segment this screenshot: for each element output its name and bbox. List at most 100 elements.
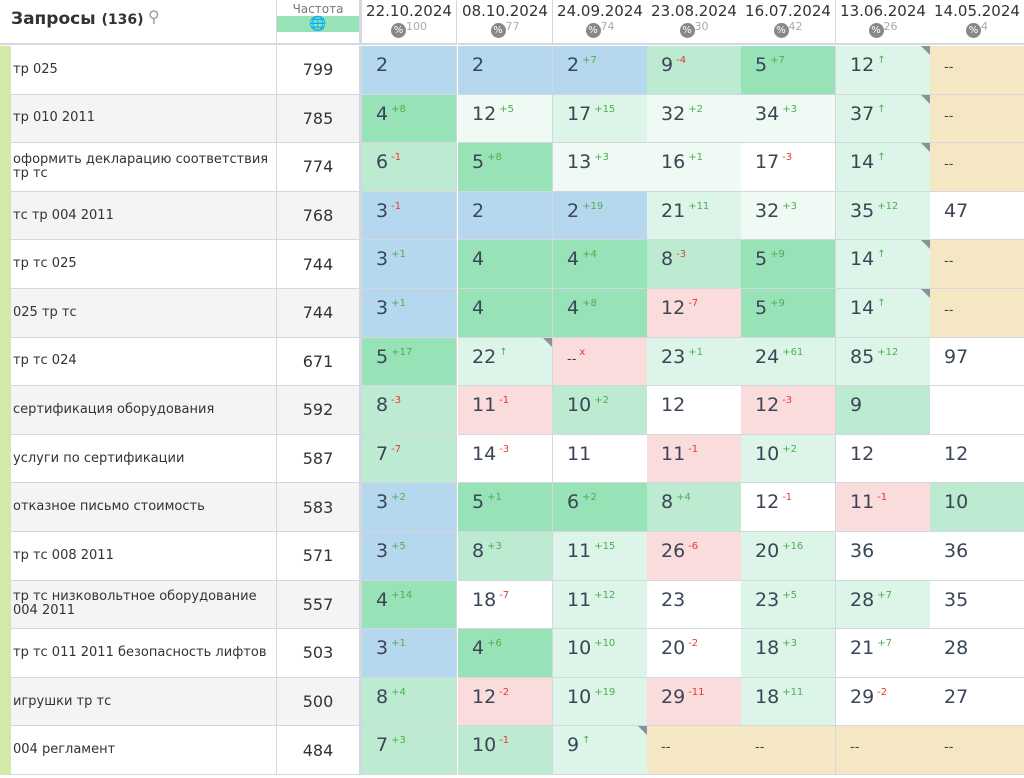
- position-cell[interactable]: 29 -2: [836, 677, 931, 727]
- position-cell[interactable]: --: [836, 726, 931, 775]
- position-cell[interactable]: 23 +5: [741, 580, 836, 630]
- position-cell[interactable]: 97: [930, 337, 1024, 387]
- query-text[interactable]: тр 010 2011: [11, 94, 277, 144]
- queries-header[interactable]: Запросы (136) ⚲: [0, 0, 277, 45]
- position-cell[interactable]: 9: [836, 386, 931, 435]
- position-cell[interactable]: 14 ↑: [836, 143, 931, 192]
- position-cell[interactable]: 10 +2: [553, 386, 648, 435]
- position-cell[interactable]: 35: [930, 580, 1024, 630]
- query-text[interactable]: 004 регламент: [11, 726, 277, 775]
- position-cell[interactable]: 5 +7: [741, 46, 836, 95]
- position-cell[interactable]: 85 +12: [836, 337, 931, 387]
- query-text[interactable]: услуги по сертификации: [11, 434, 277, 484]
- position-cell[interactable]: --: [741, 726, 836, 775]
- position-cell[interactable]: 11 +12: [553, 580, 648, 630]
- query-text[interactable]: сертификация оборудования: [11, 386, 277, 435]
- position-cell[interactable]: 5 +17: [362, 337, 457, 387]
- position-cell[interactable]: 26 -6: [647, 532, 742, 581]
- position-cell[interactable]: 34 +3: [741, 94, 836, 144]
- position-cell[interactable]: 2 +7: [553, 46, 648, 95]
- position-cell[interactable]: -- x: [553, 337, 648, 387]
- position-cell[interactable]: --: [930, 46, 1024, 95]
- position-cell[interactable]: 17 +15: [553, 94, 648, 144]
- position-cell[interactable]: 6 -1: [362, 143, 457, 192]
- position-cell[interactable]: 8 +3: [458, 532, 553, 581]
- position-cell[interactable]: 11: [553, 434, 648, 484]
- position-cell[interactable]: 12: [836, 434, 931, 484]
- position-cell[interactable]: --: [930, 726, 1024, 775]
- position-cell[interactable]: 5 +8: [458, 143, 553, 192]
- position-cell[interactable]: 7 +3: [362, 726, 457, 775]
- query-text[interactable]: 025 тр тс: [11, 289, 277, 338]
- position-cell[interactable]: 3 -1: [362, 191, 457, 241]
- position-cell[interactable]: 16 +1: [647, 143, 742, 192]
- position-cell[interactable]: 18 -7: [458, 580, 553, 630]
- position-cell[interactable]: 2 +19: [553, 191, 648, 241]
- position-cell[interactable]: 12 -2: [458, 677, 553, 727]
- position-cell[interactable]: 12 -3: [741, 386, 836, 435]
- query-text[interactable]: тр тс 011 2011 безопасность лифтов: [11, 629, 277, 678]
- position-cell[interactable]: 14 -3: [458, 434, 553, 484]
- query-text[interactable]: тр тс 024: [11, 337, 277, 387]
- position-cell[interactable]: 11 +15: [553, 532, 648, 581]
- date-column-header[interactable]: 24.09.2024% 74: [553, 0, 648, 45]
- position-cell[interactable]: 13 +3: [553, 143, 648, 192]
- position-cell[interactable]: 10 -1: [458, 726, 553, 775]
- position-cell[interactable]: 21 +7: [836, 629, 931, 678]
- position-cell[interactable]: 5 +9: [741, 289, 836, 338]
- position-cell[interactable]: 12: [647, 386, 742, 435]
- position-cell[interactable]: 10 +10: [553, 629, 648, 678]
- date-column-header[interactable]: 13.06.2024% 26: [836, 0, 931, 45]
- position-cell[interactable]: 9 ↑: [553, 726, 648, 775]
- position-cell[interactable]: 3 +2: [362, 483, 457, 532]
- position-cell[interactable]: 12 +5: [458, 94, 553, 144]
- position-cell[interactable]: 27: [930, 677, 1024, 727]
- position-cell[interactable]: 3 +1: [362, 240, 457, 289]
- position-cell[interactable]: --: [647, 726, 742, 775]
- date-column-header[interactable]: 08.10.2024% 77: [458, 0, 553, 45]
- position-cell[interactable]: 4 +4: [553, 240, 648, 289]
- date-column-header[interactable]: 23.08.2024% 30: [647, 0, 742, 45]
- position-cell[interactable]: 9 -4: [647, 46, 742, 95]
- position-cell[interactable]: 4: [458, 289, 553, 338]
- position-cell[interactable]: 28: [930, 629, 1024, 678]
- position-cell[interactable]: 12 -1: [741, 483, 836, 532]
- frequency-header[interactable]: Частота 🌐: [277, 0, 362, 45]
- position-cell[interactable]: 23 +1: [647, 337, 742, 387]
- position-cell[interactable]: 21 +11: [647, 191, 742, 241]
- query-text[interactable]: тр тс низковольтное оборудование 004 201…: [11, 580, 277, 630]
- position-cell[interactable]: 37 ↑: [836, 94, 931, 144]
- position-cell[interactable]: 35 +12: [836, 191, 931, 241]
- position-cell[interactable]: 29 -11: [647, 677, 742, 727]
- date-column-header[interactable]: 14.05.2024% 4: [930, 0, 1024, 45]
- position-cell[interactable]: --: [930, 143, 1024, 192]
- position-cell[interactable]: [930, 386, 1024, 435]
- position-cell[interactable]: 4 +14: [362, 580, 457, 630]
- query-text[interactable]: оформить декларацию соответствия тр тс: [11, 143, 277, 192]
- position-cell[interactable]: 18 +3: [741, 629, 836, 678]
- position-cell[interactable]: 14 ↑: [836, 289, 931, 338]
- position-cell[interactable]: 2: [458, 46, 553, 95]
- position-cell[interactable]: 22 ↑: [458, 337, 553, 387]
- position-cell[interactable]: 32 +3: [741, 191, 836, 241]
- query-text[interactable]: тр тс 008 2011: [11, 532, 277, 581]
- position-cell[interactable]: 36: [836, 532, 931, 581]
- position-cell[interactable]: --: [930, 240, 1024, 289]
- query-text[interactable]: игрушки тр тс: [11, 677, 277, 727]
- position-cell[interactable]: 4: [458, 240, 553, 289]
- position-cell[interactable]: 17 -3: [741, 143, 836, 192]
- date-column-header[interactable]: 16.07.2024% 42: [741, 0, 836, 45]
- position-cell[interactable]: 3 +1: [362, 629, 457, 678]
- position-cell[interactable]: 24 +61: [741, 337, 836, 387]
- position-cell[interactable]: 12 ↑: [836, 46, 931, 95]
- position-cell[interactable]: 2: [458, 191, 553, 241]
- position-cell[interactable]: 8 -3: [362, 386, 457, 435]
- position-cell[interactable]: 4 +6: [458, 629, 553, 678]
- position-cell[interactable]: --: [930, 289, 1024, 338]
- query-text[interactable]: тр 025: [11, 46, 277, 95]
- position-cell[interactable]: 7 -7: [362, 434, 457, 484]
- position-cell[interactable]: 47: [930, 191, 1024, 241]
- query-text[interactable]: тр тс 025: [11, 240, 277, 289]
- position-cell[interactable]: 8 -3: [647, 240, 742, 289]
- position-cell[interactable]: 2: [362, 46, 457, 95]
